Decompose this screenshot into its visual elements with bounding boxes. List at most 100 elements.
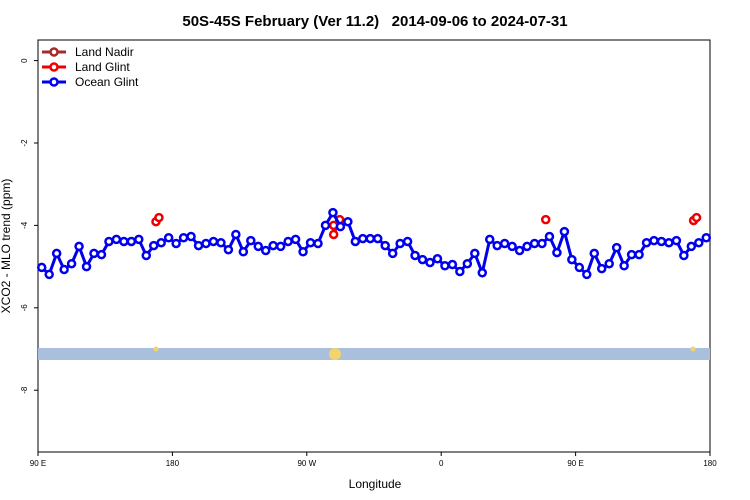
- data-point: [275, 241, 286, 252]
- data-point: [455, 266, 465, 277]
- data-point: [514, 245, 525, 256]
- data-point: [246, 235, 256, 246]
- data-point: [365, 233, 376, 244]
- data-point: [290, 234, 301, 245]
- data-point: [186, 231, 196, 242]
- sun-marker: [690, 346, 696, 352]
- data-point: [238, 247, 249, 257]
- data-point: [694, 237, 704, 248]
- data-point: [387, 248, 398, 259]
- data-point: [462, 258, 473, 269]
- data-point: [691, 212, 702, 223]
- y-tick-label: -4: [20, 221, 29, 229]
- data-point: [380, 240, 390, 251]
- data-point: [283, 236, 293, 247]
- data-point: [477, 268, 488, 278]
- data-point: [567, 254, 577, 265]
- legend-label: Land Nadir: [75, 45, 134, 59]
- data-point: [440, 261, 450, 271]
- y-axis-label: XCO2 - MLO trend (ppm): [0, 179, 13, 314]
- data-point: [499, 238, 510, 249]
- chart-title: 50S-45S February (Ver 11.2) 2014-09-06 t…: [182, 13, 567, 30]
- data-point: [559, 226, 570, 237]
- data-point: [679, 250, 689, 261]
- data-point: [104, 236, 114, 247]
- data-point: [126, 236, 137, 247]
- data-point: [552, 247, 562, 258]
- data-point: [305, 237, 316, 248]
- x-tick-label: 90 W: [297, 459, 316, 468]
- data-point: [649, 235, 659, 246]
- data-point: [701, 233, 712, 243]
- data-point: [537, 238, 547, 249]
- data-point: [372, 233, 383, 244]
- data-point: [447, 259, 458, 270]
- data-point: [626, 249, 637, 260]
- data-point: [320, 220, 331, 231]
- data-point: [201, 238, 211, 249]
- data-point: [671, 235, 682, 246]
- data-point: [522, 241, 532, 252]
- data-point: [111, 234, 122, 245]
- data-point: [358, 233, 368, 244]
- data-point: [208, 236, 219, 247]
- data-point: [171, 238, 181, 249]
- data-point: [148, 240, 159, 251]
- data-point: [89, 248, 99, 259]
- data-point: [134, 234, 144, 245]
- data-point: [619, 261, 629, 271]
- data-point: [223, 244, 234, 255]
- data-point: [328, 229, 339, 240]
- data-point: [335, 221, 346, 232]
- y-tick-label: -6: [20, 304, 29, 312]
- x-tick-label: 90 E: [567, 459, 583, 468]
- data-point: [641, 237, 652, 248]
- data-point: [343, 216, 353, 227]
- data-point: [596, 263, 607, 274]
- legend-marker: [49, 77, 59, 87]
- data-point: [484, 234, 495, 245]
- data-point: [611, 242, 622, 253]
- data-point: [582, 269, 592, 280]
- data-point: [589, 248, 600, 259]
- data-point: [544, 231, 555, 242]
- surface-band: [38, 348, 710, 360]
- data-point: [574, 262, 585, 273]
- data-point: [656, 236, 667, 247]
- data-point: [156, 237, 166, 248]
- sun-marker: [153, 346, 159, 352]
- x-axis-label: Longitude: [349, 477, 402, 491]
- data-point: [253, 241, 264, 252]
- y-tick-label: -2: [20, 139, 29, 147]
- legend-marker: [49, 62, 59, 72]
- x-tick-label: 90 E: [30, 459, 46, 468]
- y-tick-label: -8: [20, 386, 29, 394]
- sun-marker: [329, 348, 341, 360]
- data-point: [193, 240, 204, 251]
- data-point: [59, 264, 69, 275]
- data-point: [664, 237, 674, 248]
- legend-label: Ocean Glint: [75, 75, 139, 89]
- data-point: [119, 236, 129, 247]
- data-point: [51, 248, 62, 259]
- data-point: [66, 258, 77, 269]
- data-point: [44, 269, 54, 280]
- data-point: [178, 233, 189, 243]
- data-point: [425, 257, 435, 268]
- data-point: [260, 245, 271, 256]
- x-tick-label: 0: [439, 459, 444, 468]
- y-tick-label: 0: [20, 58, 29, 63]
- data-point: [231, 229, 241, 240]
- data-point: [298, 247, 308, 257]
- data-point: [402, 236, 413, 247]
- data-point: [163, 233, 174, 243]
- data-point: [634, 249, 644, 260]
- x-tick-label: 180: [166, 459, 180, 468]
- data-point: [74, 241, 84, 252]
- data-point: [350, 236, 361, 247]
- data-point: [540, 214, 551, 225]
- data-point: [417, 254, 428, 265]
- data-point: [328, 207, 338, 218]
- data-point: [154, 212, 164, 223]
